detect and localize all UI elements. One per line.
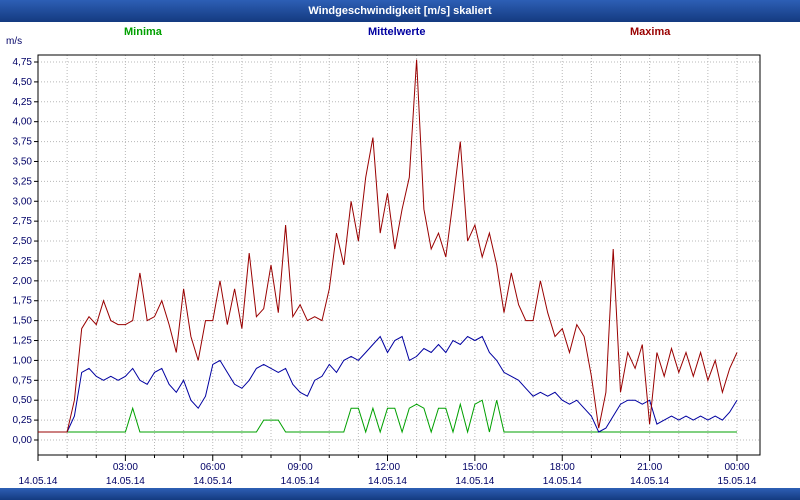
y-axis-unit-label: m/s — [6, 36, 23, 47]
svg-text:09:00: 09:00 — [288, 462, 313, 473]
svg-text:14.05.14: 14.05.14 — [543, 476, 582, 487]
svg-text:1,00: 1,00 — [13, 355, 33, 366]
svg-text:2,25: 2,25 — [13, 256, 33, 267]
svg-text:15:00: 15:00 — [462, 462, 487, 473]
svg-text:12:00: 12:00 — [375, 462, 400, 473]
svg-text:3,25: 3,25 — [13, 176, 33, 187]
svg-text:06:00: 06:00 — [200, 462, 225, 473]
svg-text:3,50: 3,50 — [13, 156, 33, 167]
svg-text:2,50: 2,50 — [13, 236, 33, 247]
svg-text:03:00: 03:00 — [113, 462, 138, 473]
svg-text:0,50: 0,50 — [13, 395, 33, 406]
svg-text:14.05.14: 14.05.14 — [455, 476, 494, 487]
chart-plot-area: 0,00 0,25 0,50 0,75 1,00 1,25 1,50 1,75 2,00 2,25… — [13, 54, 761, 487]
bottom-blue-bar — [0, 488, 800, 500]
svg-text:1,75: 1,75 — [13, 296, 33, 307]
legend-maxima: Maxima — [630, 26, 671, 38]
legend-minima: Minima — [124, 26, 162, 38]
svg-text:14.05.14: 14.05.14 — [368, 476, 407, 487]
svg-text:0,75: 0,75 — [13, 375, 33, 386]
series-minima — [38, 399, 737, 434]
svg-text:14.05.14: 14.05.14 — [630, 476, 669, 487]
legend-mittelwerte: Mittelwerte — [368, 26, 426, 38]
svg-text:21:00: 21:00 — [637, 462, 662, 473]
chart-title-bar: Windgeschwindigkeit [m/s] skaliert — [0, 0, 800, 22]
svg-text:4,25: 4,25 — [13, 97, 33, 108]
svg-text:1,25: 1,25 — [13, 336, 33, 347]
svg-text:14.05.14: 14.05.14 — [281, 476, 320, 487]
svg-text:18:00: 18:00 — [550, 462, 575, 473]
svg-text:2,00: 2,00 — [13, 276, 33, 287]
svg-text:4,00: 4,00 — [13, 117, 33, 128]
series-maxima — [38, 59, 738, 433]
svg-text:14.05.14: 14.05.14 — [193, 476, 232, 487]
svg-text:4,75: 4,75 — [13, 57, 33, 68]
svg-text:0,00: 0,00 — [13, 435, 33, 446]
svg-text:0,25: 0,25 — [13, 415, 33, 426]
svg-text:14.05.14: 14.05.14 — [106, 476, 145, 487]
svg-text:1,50: 1,50 — [13, 316, 33, 327]
svg-text:3,00: 3,00 — [13, 196, 33, 207]
series-mittelwerte — [38, 335, 738, 433]
svg-text:2,75: 2,75 — [13, 216, 33, 227]
svg-text:14.05.14: 14.05.14 — [19, 476, 58, 487]
svg-text:3,75: 3,75 — [13, 137, 33, 148]
svg-text:4,50: 4,50 — [13, 77, 33, 88]
svg-text:00:00: 00:00 — [724, 462, 749, 473]
svg-text:15.05.14: 15.05.14 — [718, 476, 757, 487]
